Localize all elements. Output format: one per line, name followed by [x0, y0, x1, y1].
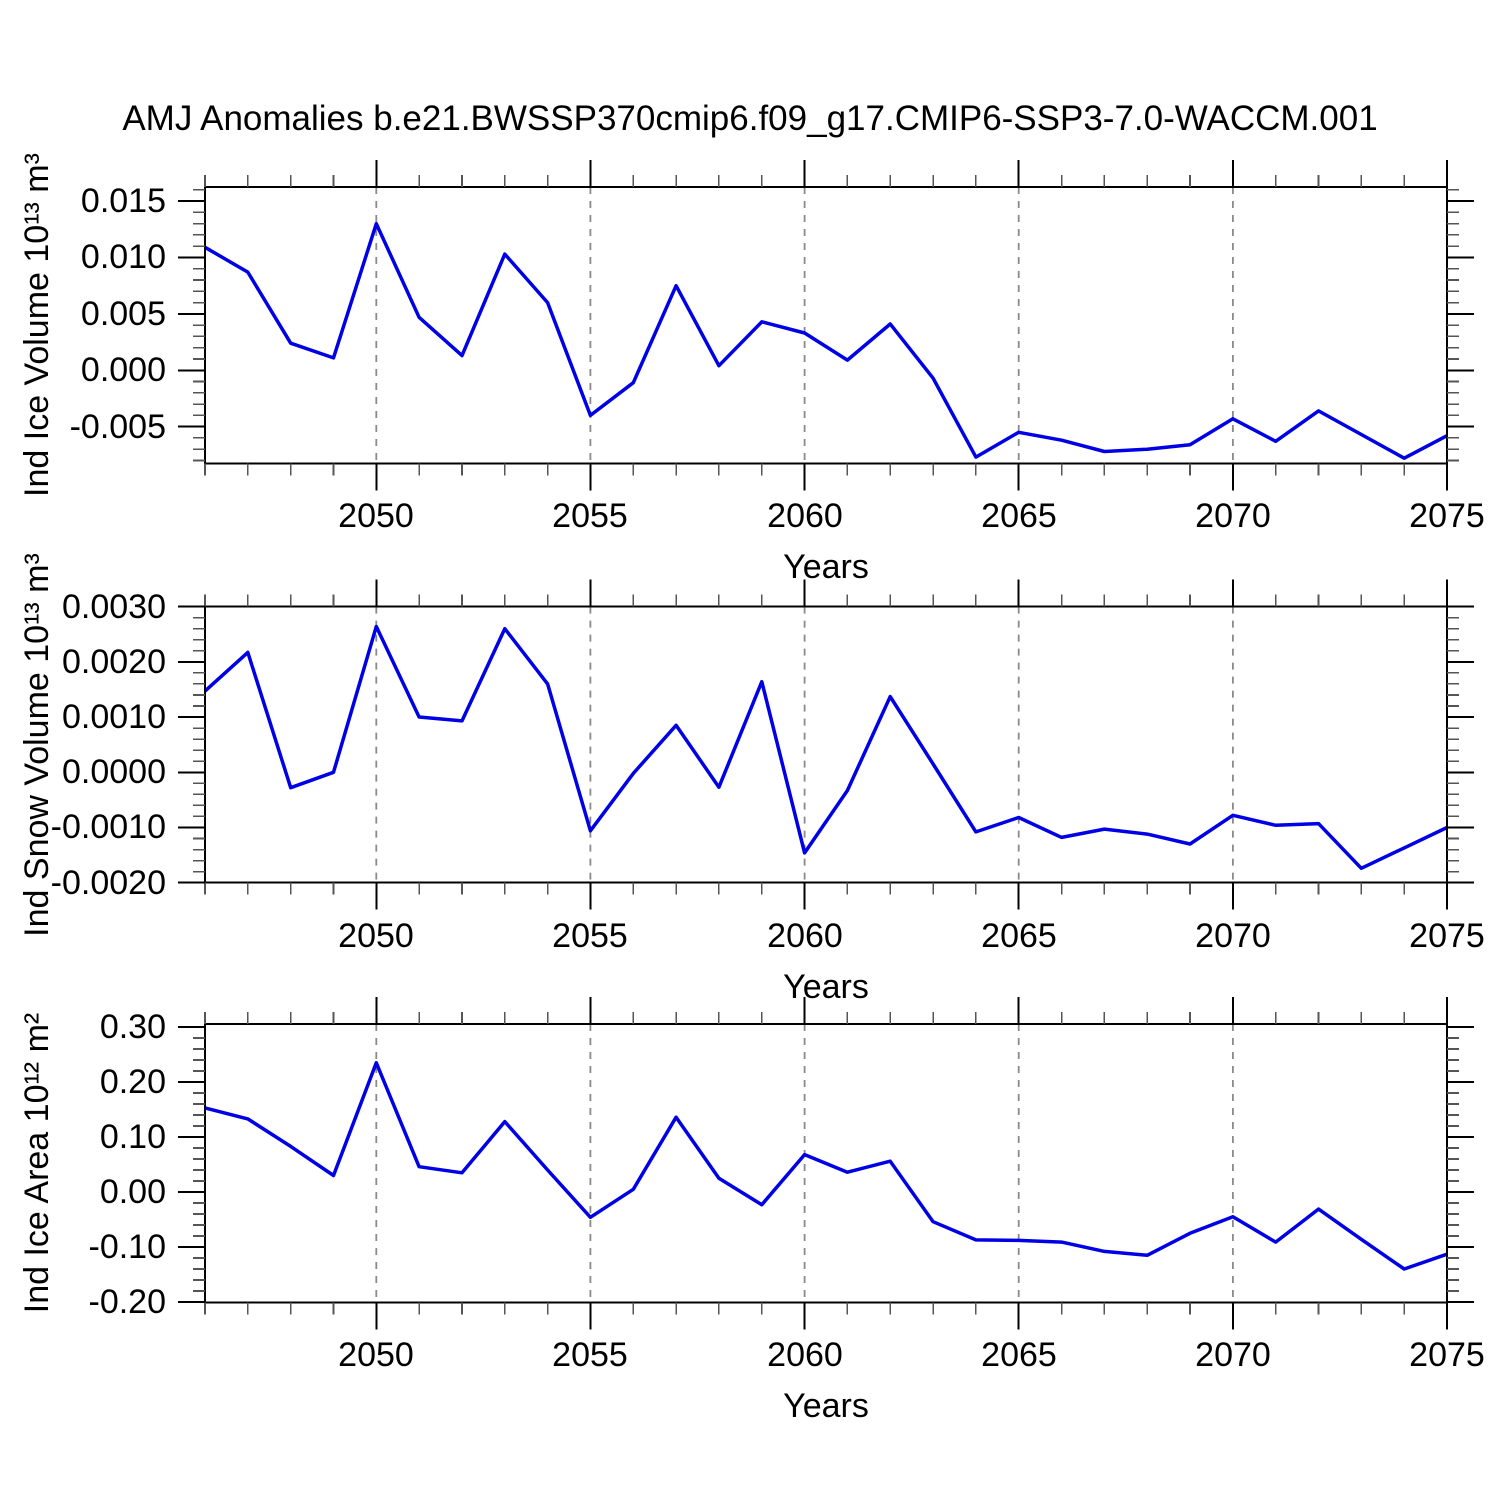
- minor-ticks: [193, 1012, 1459, 1315]
- x-tick-label: 2055: [552, 917, 628, 955]
- y-tick-label: 0.000: [80, 351, 166, 389]
- major-ticks: [178, 160, 1474, 491]
- x-tick-label: 2050: [338, 917, 414, 955]
- y-tick-label: -0.20: [88, 1283, 167, 1321]
- x-tick-label: 2075: [1409, 917, 1485, 955]
- x-tick-label: 2060: [767, 917, 843, 955]
- y-tick-label: -0.0010: [50, 808, 166, 846]
- major-ticks: [178, 997, 1474, 1330]
- x-tick-label: 2065: [981, 497, 1057, 535]
- x-axis-label-panel3: Years: [783, 1387, 869, 1425]
- y-tick-label: 0.0020: [62, 643, 166, 681]
- y-tick-label: -0.0020: [50, 864, 166, 902]
- y-tick-label: 0.0030: [62, 588, 166, 626]
- x-tick-label: 2070: [1195, 917, 1271, 955]
- y-tick-label: 0.20: [99, 1063, 166, 1101]
- y-tick-label: 0.10: [99, 1118, 166, 1156]
- plot-frame: [204, 186, 1448, 465]
- x-tick-label: 2070: [1195, 497, 1271, 535]
- data-line: [204, 1061, 1448, 1271]
- x-tick-label: 2055: [552, 497, 628, 535]
- gridlines: [375, 606, 1448, 883]
- y-tick-label: -0.005: [69, 408, 166, 446]
- chart-title: AMJ Anomalies b.e21.BWSSP370cmip6.f09_g1…: [122, 99, 1378, 138]
- x-tick-label: 2065: [981, 917, 1057, 955]
- x-tick-label: 2075: [1409, 497, 1485, 535]
- y-tick-label: 0.010: [80, 238, 166, 276]
- gridlines: [375, 187, 1448, 464]
- y-tick-label: 0.00: [99, 1173, 166, 1211]
- x-tick-label: 2050: [338, 497, 414, 535]
- y-tick-label: 0.005: [80, 295, 166, 333]
- minor-ticks: [193, 594, 1459, 895]
- y-tick-label: 0.0000: [62, 753, 166, 791]
- x-axis-label-panel2: Years: [783, 968, 869, 1006]
- minor-ticks: [193, 175, 1459, 476]
- x-tick-label: 2060: [767, 497, 843, 535]
- x-tick-label: 2065: [981, 1336, 1057, 1374]
- y-tick-label: -0.10: [88, 1228, 167, 1266]
- gridlines: [375, 1024, 1448, 1303]
- plot-frame: [204, 1023, 1448, 1304]
- x-tick-label: 2060: [767, 1336, 843, 1374]
- x-tick-label: 2050: [338, 1336, 414, 1374]
- x-tick-label: 2075: [1409, 1336, 1485, 1374]
- major-ticks: [178, 579, 1474, 910]
- x-tick-label: 2070: [1195, 1336, 1271, 1374]
- y-tick-label: 0.015: [80, 182, 166, 220]
- plot-frame: [204, 605, 1448, 884]
- data-line: [204, 221, 1448, 460]
- x-axis-label-panel1: Years: [783, 548, 869, 586]
- y-tick-label: 0.30: [99, 1008, 166, 1046]
- data-line: [203, 624, 1448, 871]
- x-tick-label: 2055: [552, 1336, 628, 1374]
- y-tick-label: 0.0010: [62, 698, 166, 736]
